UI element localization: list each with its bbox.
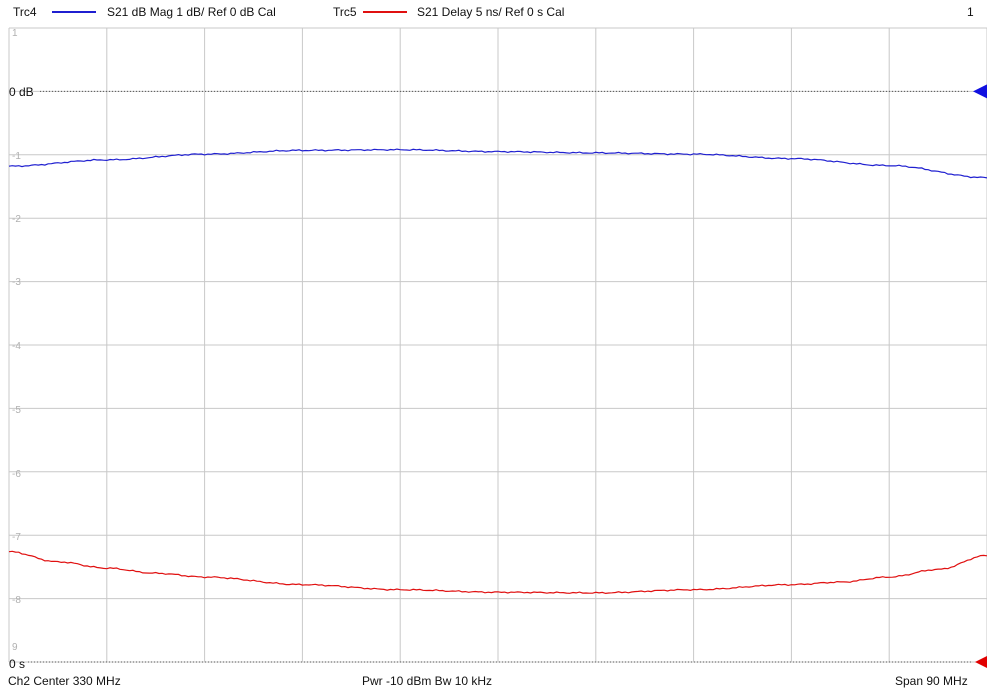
center-frequency[interactable]: Ch2 Center 330 MHz [8,674,121,688]
y-division-label: -7 [12,532,21,543]
grid [8,27,987,663]
channel-footer: Ch2 Center 330 MHz Pwr -10 dBm Bw 10 kHz… [0,670,987,693]
y-division-label: -1 [12,151,21,162]
trc4-trace [8,148,987,179]
window-number: 1 [967,5,974,19]
y-division-label: -8 [12,595,21,606]
trc5-description[interactable]: S21 Delay 5 ns/ Ref 0 s Cal [417,5,565,19]
y-division-label: -3 [12,277,21,288]
traces [8,148,987,595]
y-division-labels: 1 0 dB -1 -2 -3 -4 -5 -6 -7 -8 9 0 s [9,28,34,671]
span-frequency[interactable]: Span 90 MHz [895,674,968,688]
y-division-label: -5 [12,405,21,416]
y-division-label: -4 [12,341,21,352]
trace-header: Trc4 S21 dB Mag 1 dB/ Ref 0 dB Cal Trc5 … [0,0,987,24]
y-division-label: 0 s [9,657,25,671]
trc5-line-swatch [363,11,407,13]
power-bandwidth[interactable]: Pwr -10 dBm Bw 10 kHz [362,674,493,688]
trc5-reference-marker[interactable] [975,656,987,668]
trc4-reference-marker[interactable] [973,84,987,99]
trc5-name[interactable]: Trc5 [333,5,357,19]
y-division-label: -6 [12,469,21,480]
trc4-name[interactable]: Trc4 [13,5,37,19]
y-division-label: 9 [12,642,18,653]
trc4-line-swatch [52,11,96,13]
y-division-label: -2 [12,214,21,225]
y-division-label: 0 dB [9,85,34,99]
y-division-label: 1 [12,28,18,39]
reference-lines [28,90,972,663]
trc5-trace [8,550,987,595]
reference-markers[interactable] [973,84,987,668]
trc4-description[interactable]: S21 dB Mag 1 dB/ Ref 0 dB Cal [107,5,276,19]
